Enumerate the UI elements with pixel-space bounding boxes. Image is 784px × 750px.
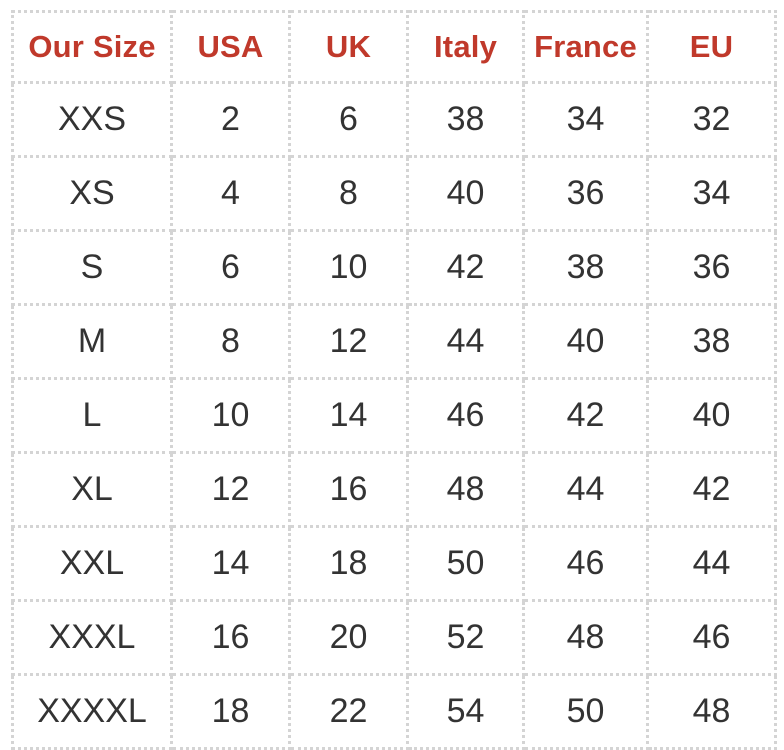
cell-italy: 52 [409,602,525,676]
cell-eu: 48 [649,676,777,750]
cell-uk: 10 [291,232,409,306]
cell-france: 46 [525,528,649,602]
cell-italy: 40 [409,158,525,232]
cell-italy: 44 [409,306,525,380]
header-our-size: Our Size [11,10,173,84]
cell-our-size: XXXL [11,602,173,676]
cell-eu: 38 [649,306,777,380]
table-row: XXS 2 6 38 34 32 [11,84,777,158]
cell-our-size: XXXXL [11,676,173,750]
cell-france: 42 [525,380,649,454]
cell-usa: 2 [173,84,291,158]
cell-italy: 50 [409,528,525,602]
table-row: XXL 14 18 50 46 44 [11,528,777,602]
cell-our-size: XL [11,454,173,528]
cell-france: 36 [525,158,649,232]
cell-uk: 18 [291,528,409,602]
cell-usa: 18 [173,676,291,750]
cell-eu: 42 [649,454,777,528]
cell-eu: 36 [649,232,777,306]
header-usa: USA [173,10,291,84]
header-france: France [525,10,649,84]
cell-usa: 4 [173,158,291,232]
cell-france: 50 [525,676,649,750]
cell-our-size: XS [11,158,173,232]
cell-france: 38 [525,232,649,306]
cell-eu: 44 [649,528,777,602]
cell-usa: 10 [173,380,291,454]
header-italy: Italy [409,10,525,84]
cell-italy: 54 [409,676,525,750]
header-row: Our Size USA UK Italy France EU [11,10,777,84]
cell-usa: 16 [173,602,291,676]
cell-eu: 46 [649,602,777,676]
cell-italy: 38 [409,84,525,158]
cell-usa: 14 [173,528,291,602]
cell-uk: 20 [291,602,409,676]
cell-our-size: L [11,380,173,454]
cell-our-size: S [11,232,173,306]
cell-uk: 16 [291,454,409,528]
size-chart-body: XXS 2 6 38 34 32 XS 4 8 40 36 34 S 6 10 42 38 36 M 8 12 44 40 3… [11,84,777,750]
cell-italy: 48 [409,454,525,528]
cell-france: 48 [525,602,649,676]
cell-uk: 14 [291,380,409,454]
cell-our-size: XXL [11,528,173,602]
header-uk: UK [291,10,409,84]
cell-usa: 8 [173,306,291,380]
header-eu: EU [649,10,777,84]
cell-uk: 22 [291,676,409,750]
cell-eu: 34 [649,158,777,232]
cell-uk: 6 [291,84,409,158]
cell-italy: 42 [409,232,525,306]
cell-france: 40 [525,306,649,380]
cell-uk: 8 [291,158,409,232]
cell-uk: 12 [291,306,409,380]
cell-our-size: M [11,306,173,380]
cell-france: 44 [525,454,649,528]
table-row: XXXXL 18 22 54 50 48 [11,676,777,750]
cell-france: 34 [525,84,649,158]
cell-eu: 40 [649,380,777,454]
table-row: XL 12 16 48 44 42 [11,454,777,528]
table-row: M 8 12 44 40 38 [11,306,777,380]
size-chart-header: Our Size USA UK Italy France EU [11,10,777,84]
table-row: XXXL 16 20 52 48 46 [11,602,777,676]
table-row: L 10 14 46 42 40 [11,380,777,454]
cell-usa: 6 [173,232,291,306]
table-row: S 6 10 42 38 36 [11,232,777,306]
cell-usa: 12 [173,454,291,528]
cell-our-size: XXS [11,84,173,158]
size-chart-table: Our Size USA UK Italy France EU XXS 2 6 38 3… [11,10,777,750]
cell-eu: 32 [649,84,777,158]
cell-italy: 46 [409,380,525,454]
table-row: XS 4 8 40 36 34 [11,158,777,232]
